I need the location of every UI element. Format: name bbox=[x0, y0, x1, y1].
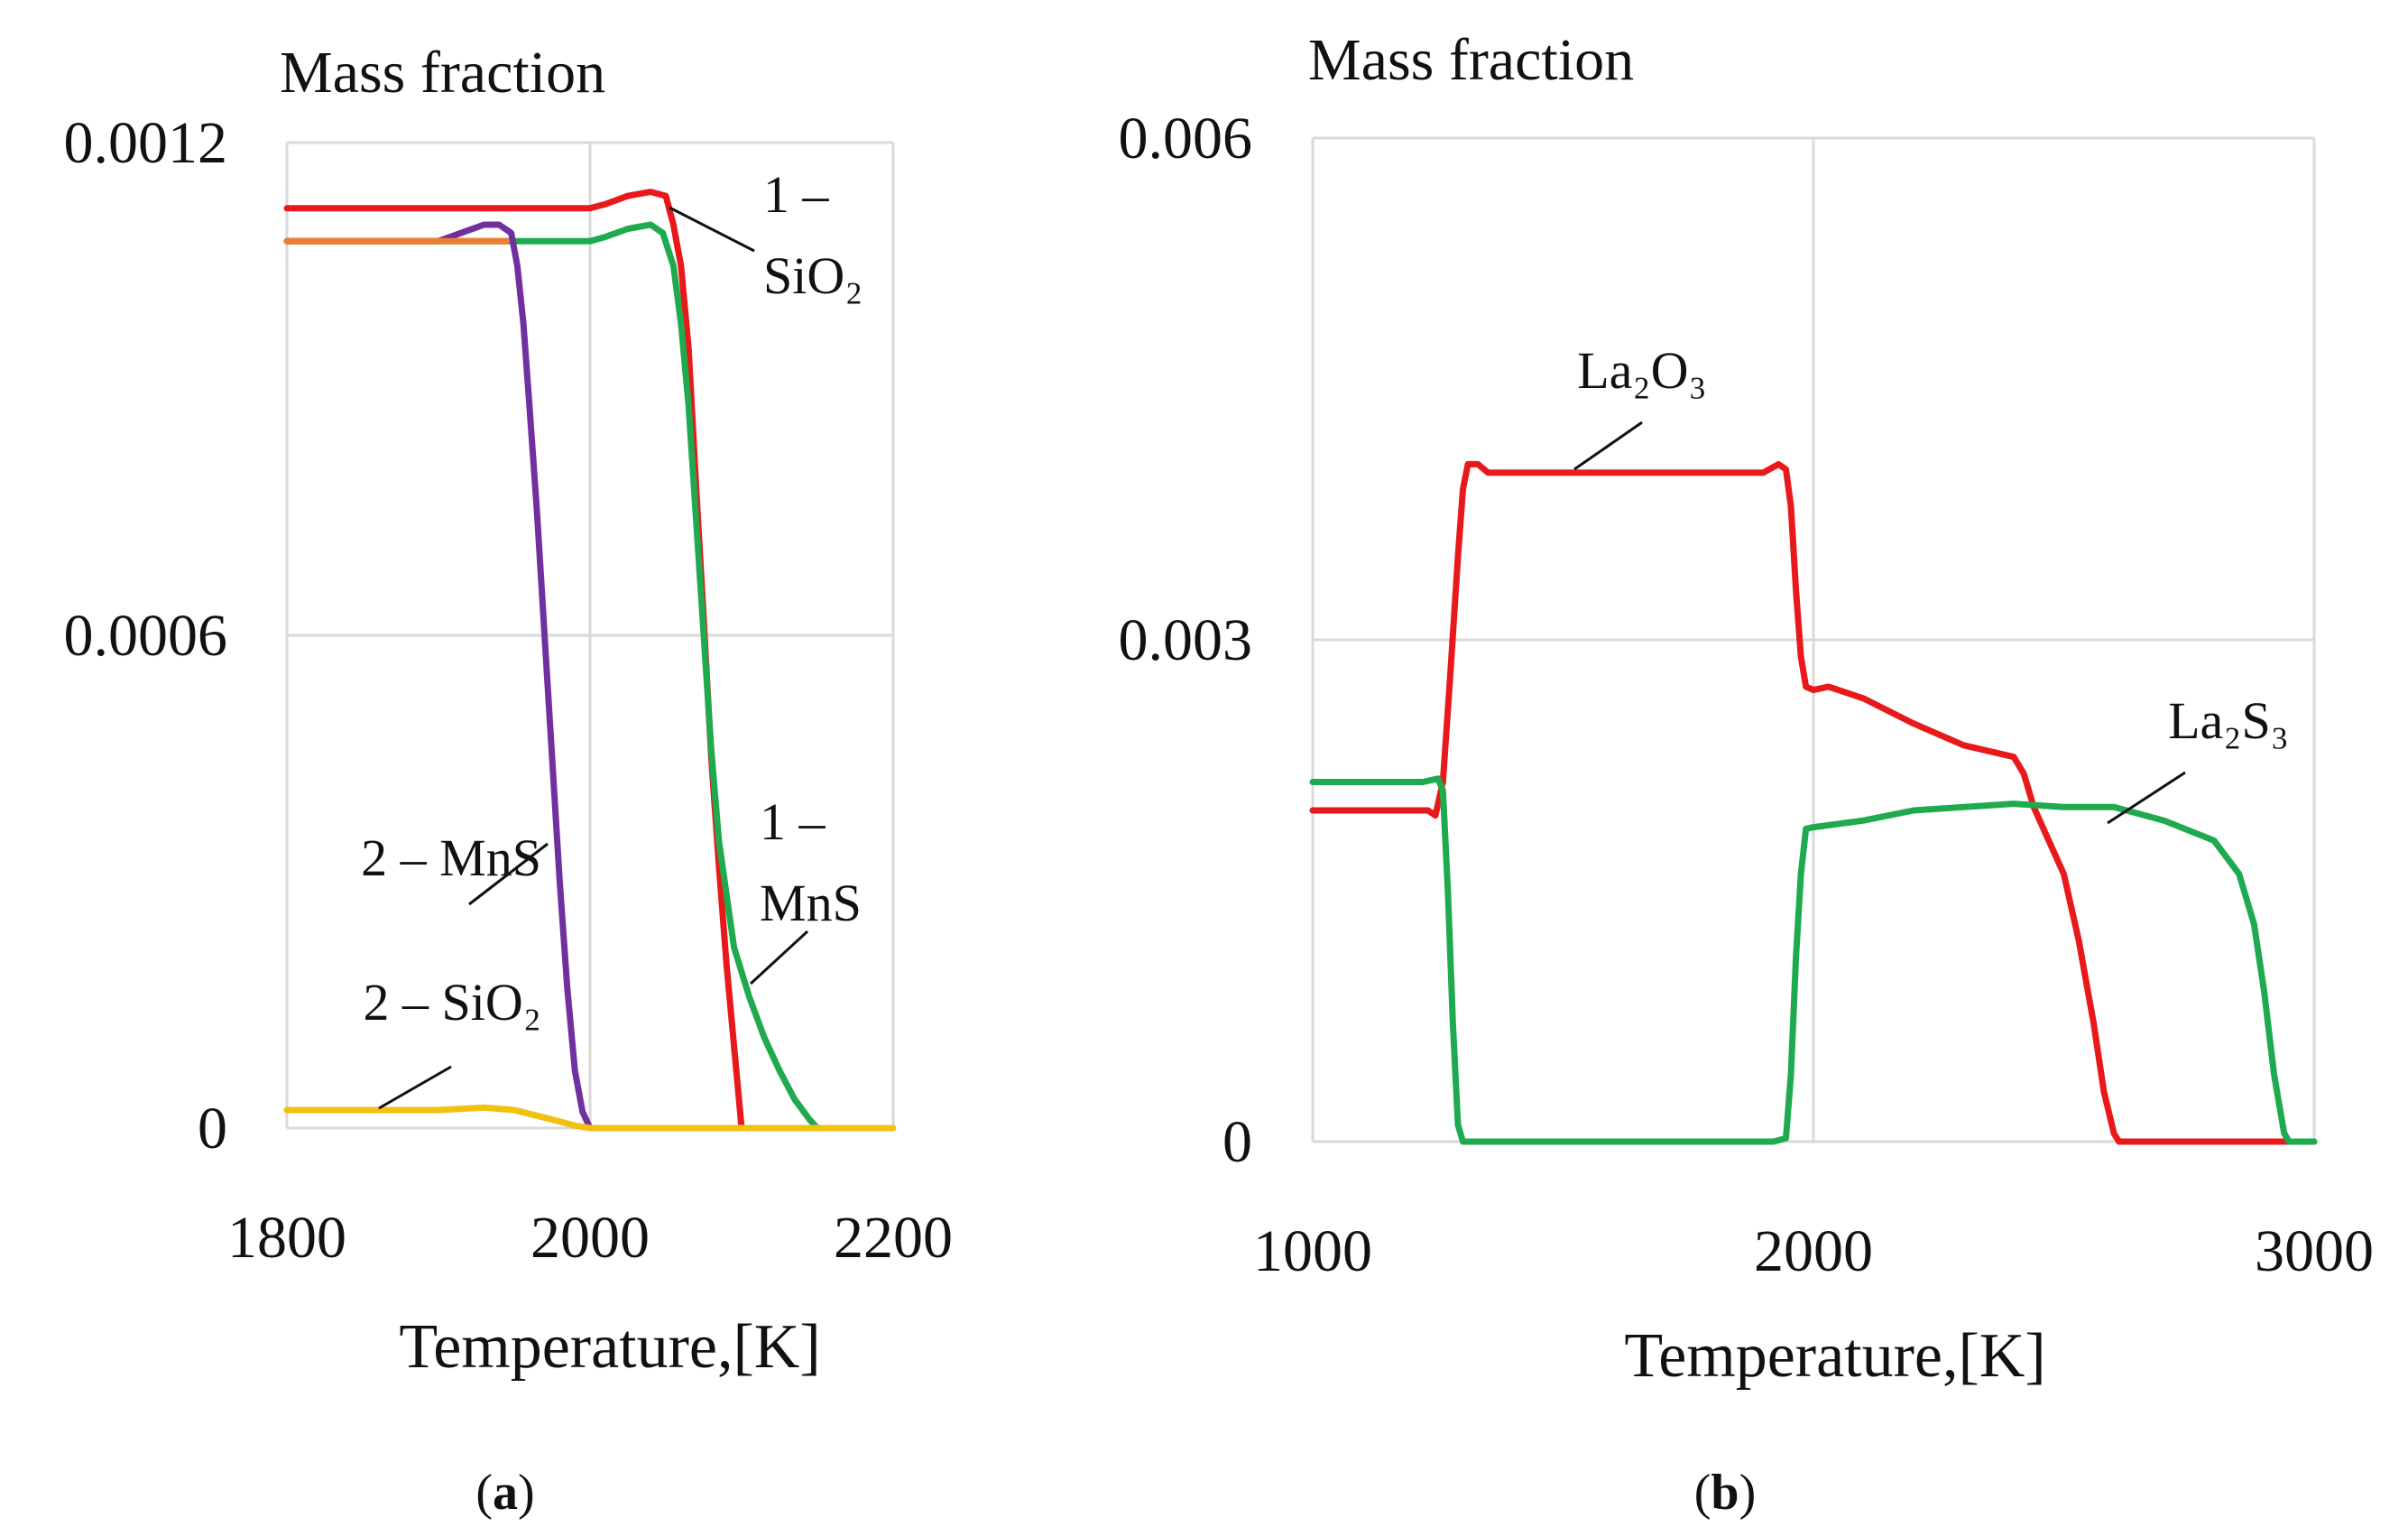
y-axis-title: Mass fraction bbox=[280, 40, 605, 106]
series-line bbox=[1309, 775, 2318, 1145]
y-tick-label: 0.003 bbox=[1119, 607, 1253, 673]
x-tick-label: 1800 bbox=[227, 1205, 346, 1271]
annotation-leader-line bbox=[378, 1065, 452, 1110]
x-tick-label: 3000 bbox=[2255, 1218, 2374, 1284]
y-tick-label: 0.0012 bbox=[64, 110, 228, 176]
series-annotation: 1 – SiO₂ bbox=[763, 165, 863, 305]
annotation-leader-line bbox=[749, 930, 809, 985]
series-line bbox=[283, 221, 821, 1132]
series-annotation: 1 – MnS bbox=[760, 792, 862, 932]
y-tick-label: 0 bbox=[1222, 1109, 1252, 1175]
series-line bbox=[283, 221, 594, 1132]
annotation-leader-line bbox=[1573, 421, 1643, 471]
series-annotation: La₂O₃ bbox=[1577, 341, 1707, 400]
x-axis-title: Temperature,[K] bbox=[399, 1312, 820, 1382]
annotation-leader-line bbox=[669, 206, 755, 253]
series-annotation: La₂S₃ bbox=[2168, 691, 2289, 750]
series-line bbox=[1309, 460, 2318, 1145]
series-line bbox=[283, 1104, 897, 1132]
y-tick-label: 0.006 bbox=[1119, 106, 1253, 171]
series-line bbox=[283, 189, 745, 1132]
x-tick-label: 2000 bbox=[530, 1205, 650, 1271]
chart-panel-b: 1000 2000 3000 0 0.003 0.006 Mass fraction Temp… bbox=[1119, 27, 2375, 1521]
annotation-leader-line bbox=[2107, 771, 2186, 825]
x-tick-label: 1000 bbox=[1253, 1218, 1372, 1284]
series-annotation: 2 – SiO₂ bbox=[364, 973, 541, 1032]
annotation-leader-line bbox=[468, 842, 549, 906]
x-axis-title: Temperature,[K] bbox=[1624, 1321, 2045, 1391]
y-axis-title: Mass fraction bbox=[1308, 27, 1634, 93]
panel-label: (b) bbox=[1694, 1465, 1756, 1521]
panel-label: (a) bbox=[475, 1465, 534, 1521]
series-annotation: 2 – MnS bbox=[361, 828, 541, 887]
chart-panel-a: 1800 2000 2200 0 0.0006 0.0012 Mass fraction Te… bbox=[64, 40, 954, 1521]
y-tick-label: 0.0006 bbox=[64, 603, 228, 669]
x-tick-label: 2000 bbox=[1754, 1218, 1873, 1284]
y-tick-label: 0 bbox=[198, 1096, 227, 1161]
x-tick-label: 2200 bbox=[834, 1205, 953, 1271]
